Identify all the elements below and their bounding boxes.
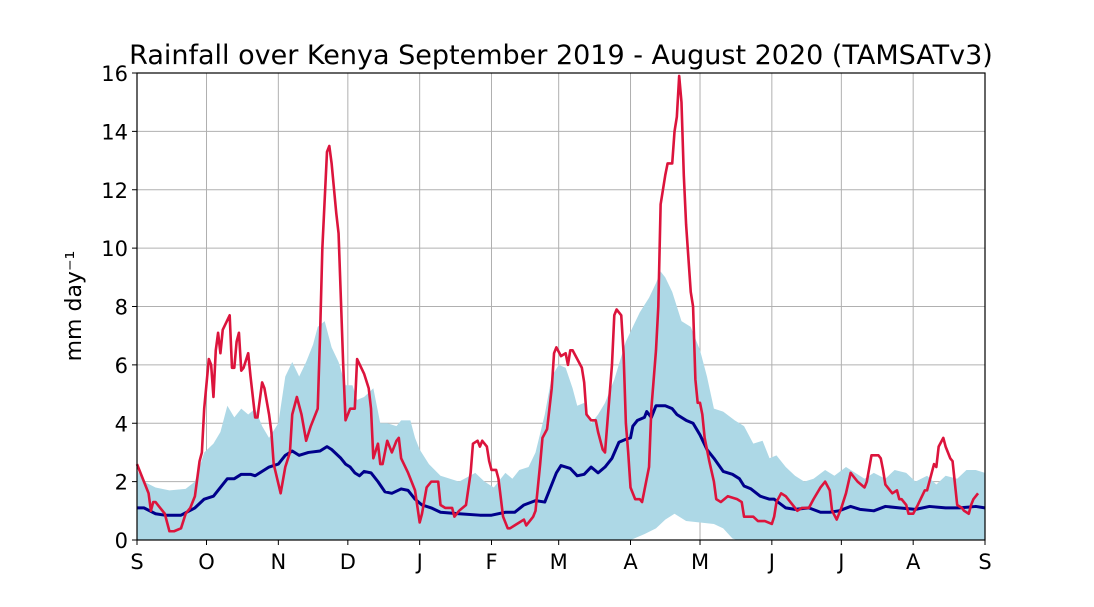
x-tick-label: M: [691, 550, 709, 574]
y-tick-label: 6: [115, 354, 128, 378]
x-tick-label: S: [130, 550, 143, 574]
x-tick-label: D: [340, 550, 356, 574]
chart-title: Rainfall over Kenya September 2019 - Aug…: [129, 40, 993, 71]
y-tick-label: 16: [101, 62, 128, 86]
x-tick-label: A: [906, 550, 921, 574]
x-tick-label: M: [550, 550, 568, 574]
y-tick-label: 12: [101, 179, 128, 203]
y-tick-label: 0: [115, 529, 128, 553]
current-rainfall-line: [135, 74, 980, 533]
x-tick-label: J: [415, 550, 423, 574]
y-axis-label: mm day⁻¹: [62, 251, 87, 362]
x-tick-label: A: [623, 550, 638, 574]
y-tick-label: 14: [101, 120, 128, 144]
x-tick-label: N: [270, 550, 286, 574]
y-tick-label: 10: [101, 237, 128, 261]
x-tick-label: O: [198, 550, 215, 574]
y-tick-label: 8: [115, 296, 128, 320]
x-tick-label: J: [767, 550, 775, 574]
x-tick-label: S: [978, 550, 991, 574]
x-tick-label: F: [485, 550, 497, 574]
mean-rainfall-line: [137, 404, 986, 517]
plot-marks: [135, 74, 986, 540]
climatology-range-band: [137, 271, 985, 540]
y-tick-label: 2: [115, 471, 128, 495]
y-tick-label: 4: [115, 412, 128, 436]
x-tick-label: J: [836, 550, 844, 574]
